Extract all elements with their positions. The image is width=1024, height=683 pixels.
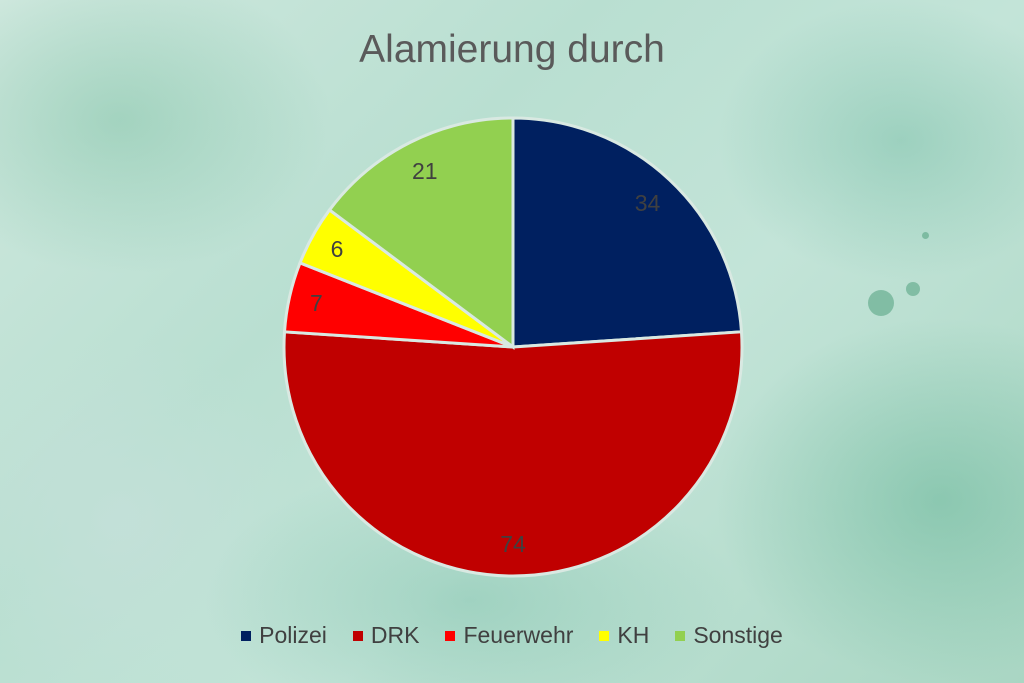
- legend-item-drk: DRK: [352, 622, 420, 649]
- data-label-polizei: 34: [635, 190, 661, 216]
- legend-swatch: [445, 630, 456, 641]
- decorative-blot: [906, 282, 920, 296]
- legend-swatch: [675, 630, 686, 641]
- legend-label: Polizei: [259, 622, 327, 648]
- legend-label: Sonstige: [693, 622, 783, 648]
- legend-item-polizei: Polizei: [241, 622, 327, 649]
- legend-item-sonstige: Sonstige: [675, 622, 783, 649]
- decorative-blot: [922, 232, 929, 239]
- decorative-blot: [868, 290, 894, 316]
- data-label-sonstige: 21: [412, 158, 438, 184]
- pie-slice-drk: [282, 330, 744, 578]
- legend-swatch: [599, 630, 610, 641]
- legend-swatch: [241, 630, 252, 641]
- legend-item-kh: KH: [599, 622, 649, 649]
- pie-slice-polizei: [511, 116, 744, 349]
- legend-label: DRK: [370, 622, 420, 648]
- chart-title: Alamierung durch: [359, 28, 665, 71]
- data-label-kh: 6: [331, 236, 344, 262]
- data-label-feuerwehr: 7: [310, 290, 323, 316]
- legend-item-feuerwehr: Feuerwehr: [445, 622, 573, 649]
- pie-slice-sonstige: [327, 116, 515, 350]
- data-label-drk: 74: [500, 531, 526, 557]
- legend-label: Feuerwehr: [463, 622, 574, 648]
- legend-label: KH: [617, 622, 650, 648]
- chart-legend: Polizei DRK Feuerwehr KH Sonstige: [0, 622, 1024, 649]
- legend-swatch: [352, 630, 363, 641]
